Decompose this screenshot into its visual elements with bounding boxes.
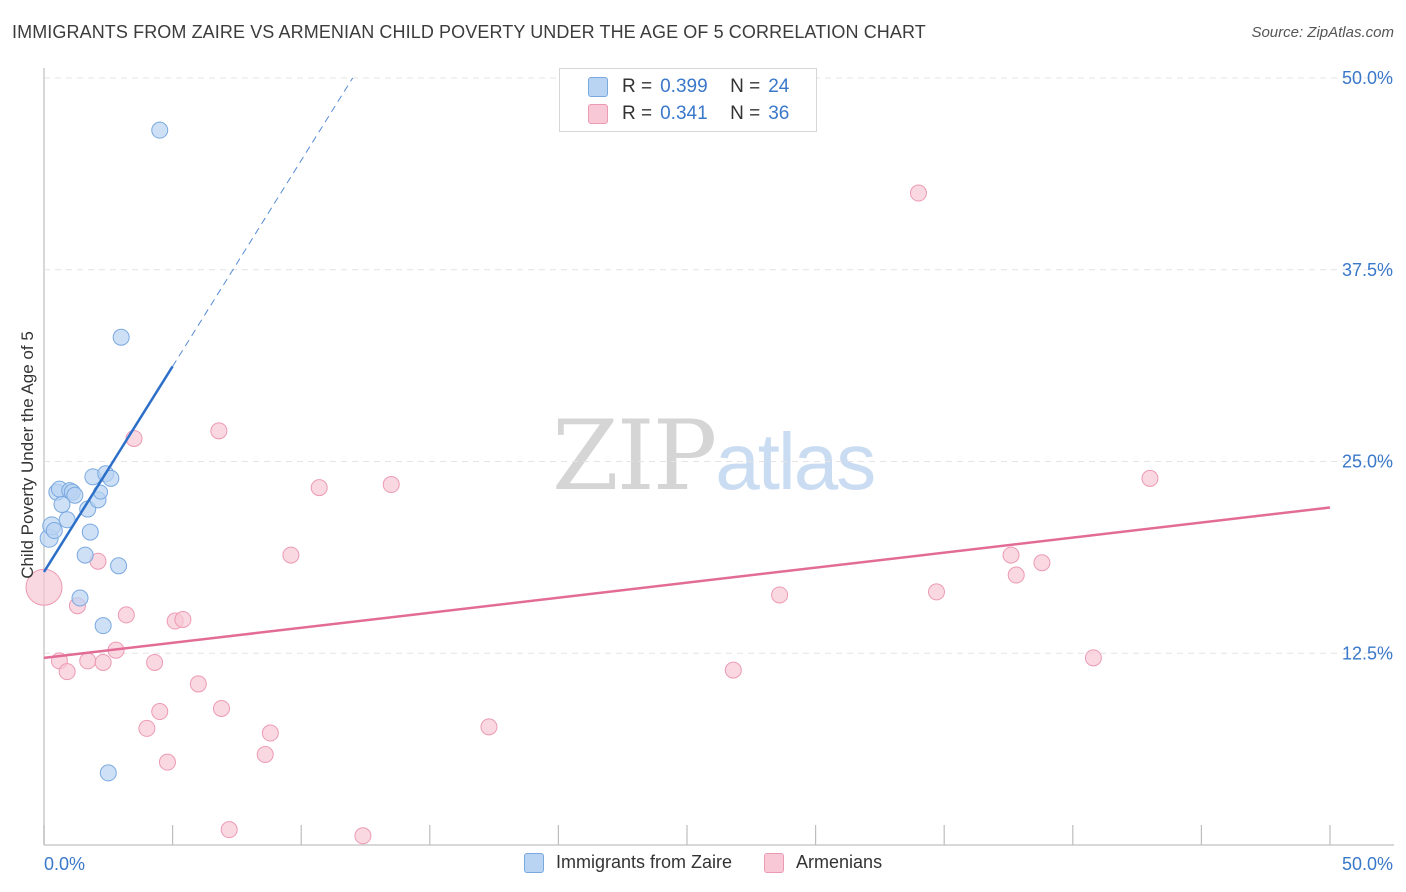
armenians-point bbox=[282, 546, 300, 564]
armenians-point bbox=[212, 699, 230, 717]
stats-legend-row-zaire: R = 0.399 N = 24 bbox=[588, 75, 789, 99]
zaire-point bbox=[110, 557, 128, 575]
r-label: R = bbox=[622, 76, 653, 97]
n-label: N = bbox=[730, 103, 761, 124]
armenians-point bbox=[158, 753, 176, 771]
armenians-point bbox=[138, 719, 156, 737]
armenians-point bbox=[1002, 546, 1020, 564]
armenians-point bbox=[771, 586, 789, 604]
armenians-point bbox=[354, 827, 372, 845]
zaire-legend-label: Immigrants from Zaire bbox=[556, 852, 733, 872]
zaire-point bbox=[53, 495, 71, 513]
zaire-r-value: 0.399 bbox=[660, 76, 708, 97]
zaire-point bbox=[76, 546, 94, 564]
zaire-point bbox=[99, 764, 117, 782]
armenians-point bbox=[927, 583, 945, 601]
armenians-r-value: 0.341 bbox=[660, 103, 708, 124]
zaire-point bbox=[151, 121, 169, 139]
armenians-point bbox=[1033, 554, 1051, 572]
zaire-point bbox=[94, 617, 112, 635]
watermark-zip: ZIP bbox=[552, 400, 717, 512]
zaire-point bbox=[66, 486, 84, 504]
armenians-point bbox=[382, 476, 400, 494]
armenians-point bbox=[261, 724, 279, 742]
armenians-point bbox=[724, 661, 742, 679]
armenians-point bbox=[220, 821, 238, 839]
stats-legend-row-armenians: R = 0.341 N = 36 bbox=[588, 102, 789, 126]
armenians-point bbox=[480, 718, 498, 736]
x-tick-label: 50.0% bbox=[1342, 854, 1393, 874]
zaire-swatch-icon bbox=[588, 77, 608, 97]
stats-legend: R = 0.399 N = 24 R = 0.341 N = 36 bbox=[559, 68, 817, 132]
armenians-point bbox=[58, 663, 76, 681]
zaire-point bbox=[81, 523, 99, 541]
armenians-point bbox=[1084, 649, 1102, 667]
armenians-point bbox=[25, 568, 63, 606]
armenians-legend-swatch-icon bbox=[764, 852, 785, 873]
armenians-point bbox=[310, 479, 328, 497]
armenians-point bbox=[94, 653, 112, 671]
zaire-point bbox=[58, 511, 76, 529]
armenians-swatch-icon bbox=[588, 104, 608, 124]
x-tick-label: 0.0% bbox=[44, 854, 85, 874]
armenians-point bbox=[210, 422, 228, 440]
y-tick-label: 12.5% bbox=[1342, 643, 1393, 663]
armenians-point bbox=[1141, 469, 1159, 487]
zaire-trendline bbox=[42, 365, 174, 573]
y-axis-label: Child Poverty Under the Age of 5 bbox=[18, 331, 37, 579]
y-tick-label: 50.0% bbox=[1342, 68, 1393, 88]
armenians-point bbox=[189, 675, 207, 693]
zaire-legend-swatch-icon bbox=[524, 852, 544, 873]
armenians-point bbox=[909, 184, 927, 202]
zaire-point bbox=[112, 328, 130, 346]
armenians-point bbox=[1007, 566, 1025, 584]
armenians-n-value: 36 bbox=[768, 103, 790, 124]
series-legend: Immigrants from Zaire Armenians bbox=[524, 852, 914, 873]
chart-title: IMMIGRANTS FROM ZAIRE VS ARMENIAN CHILD … bbox=[12, 22, 926, 42]
source-label: Source: ZipAtlas.com bbox=[1251, 24, 1394, 41]
r-label: R = bbox=[622, 103, 653, 124]
legend-item-zaire: Immigrants from Zaire bbox=[524, 852, 732, 873]
armenians-point bbox=[151, 703, 169, 721]
zaire-n-value: 24 bbox=[768, 76, 790, 97]
n-label: N = bbox=[730, 76, 761, 97]
armenians-point bbox=[256, 745, 274, 763]
zaire-point bbox=[45, 522, 63, 540]
armenians-trendline bbox=[43, 506, 1331, 660]
y-tick-label: 37.5% bbox=[1342, 260, 1393, 280]
armenians-point bbox=[79, 652, 97, 670]
zaire-point bbox=[71, 589, 89, 607]
armenians-legend-label: Armenians bbox=[796, 852, 883, 872]
legend-item-armenians: Armenians bbox=[764, 852, 882, 873]
armenians-point bbox=[174, 611, 192, 629]
y-tick-label: 25.0% bbox=[1342, 452, 1393, 472]
zaire-trendline-extension bbox=[172, 77, 354, 367]
armenians-point bbox=[146, 653, 164, 671]
armenians-point bbox=[117, 606, 135, 624]
